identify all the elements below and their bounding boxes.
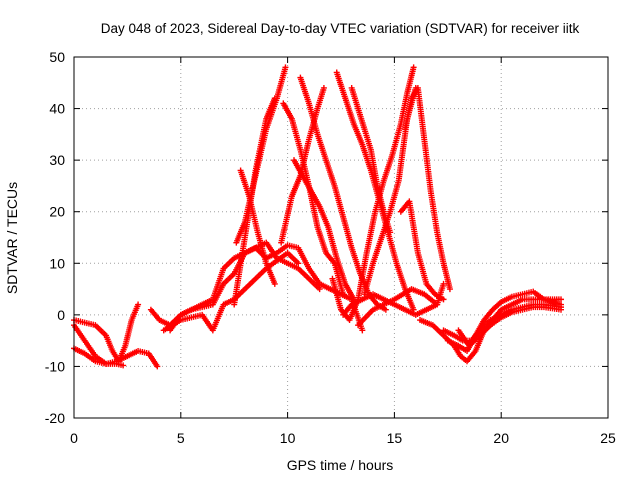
y-tick-label: -20 [45,410,65,426]
series-trace-11 [278,84,327,246]
plus-marker [135,301,142,308]
y-tick-label: 20 [49,204,65,220]
plus-marker [440,296,447,303]
series-trace-20 [340,280,447,318]
series-trace-9 [237,167,278,287]
chart-title: Day 048 of 2023, Sidereal Day-to-day VTE… [101,21,580,36]
plus-marker [558,306,565,313]
y-tick-label: 40 [49,101,65,117]
series-trace-8 [233,64,289,246]
y-axis-label: SDTVAR / TECUs [4,182,20,294]
plus-marker [558,296,565,303]
y-tick-label: 10 [49,255,65,271]
series-trace-12 [297,74,389,313]
y-tick-label: -10 [45,358,65,374]
y-tick-label: 30 [49,152,65,168]
x-tick-label: 20 [493,430,509,446]
plus-marker [320,84,327,91]
y-tick-label: 50 [49,49,65,65]
plus-marker [154,363,161,370]
series-trace-25 [455,304,565,349]
y-tick-label: 0 [57,307,65,323]
series-trace-13 [291,157,357,303]
series-trace-6 [167,239,323,334]
series-trace-18 [402,84,453,293]
grid-lines [74,57,608,418]
data-points [71,64,565,370]
x-axis-label: GPS time / hours [287,457,394,473]
series-trace-21 [355,286,441,329]
x-tick-label: 15 [387,430,403,446]
plus-marker [271,280,278,287]
x-tick-label: 25 [600,430,616,446]
plus-marker [295,260,302,267]
plus-marker [387,229,394,236]
series-trace-22 [417,296,565,365]
x-tick-label: 10 [280,430,296,446]
plus-marker [282,64,289,71]
plus-marker [446,286,453,293]
series-trace-23 [444,288,565,354]
plus-marker [316,286,323,293]
x-tick-label: 0 [70,430,78,446]
series-trace-15 [329,64,417,324]
series-trace-3 [71,322,127,369]
x-tick-label: 5 [177,430,185,446]
plus-marker [340,291,347,298]
plus-marker [410,64,417,71]
plus-marker [120,362,127,369]
plus-marker [382,306,389,313]
plus-marker [440,280,447,287]
plus-marker [359,327,366,334]
axis-ticks: 0 5 10 15 20 25 -20 -10 0 10 20 30 40 50 [45,49,616,446]
plus-marker [434,301,441,308]
plot-frame [73,56,609,419]
